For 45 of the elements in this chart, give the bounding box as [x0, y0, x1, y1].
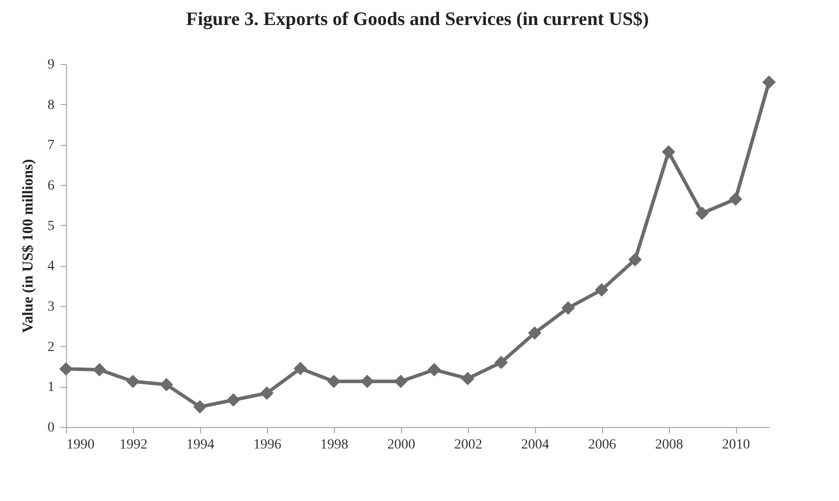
point: [528, 326, 542, 340]
y-tick-label: 7: [48, 138, 54, 154]
point: [59, 362, 73, 376]
point: [762, 75, 776, 89]
x-tick-label: 1990: [66, 438, 94, 452]
point: [226, 393, 240, 407]
point: [327, 374, 341, 388]
point: [695, 206, 709, 220]
x-tick-label: 1996: [253, 438, 282, 452]
x-tick-label: 1992: [119, 438, 148, 452]
x-tick-label: 2000: [387, 438, 416, 452]
point: [494, 356, 508, 370]
y-tick-label: 0: [48, 420, 54, 436]
point: [461, 372, 474, 386]
x-tick-label: 2004: [521, 438, 550, 452]
point: [160, 378, 174, 392]
point: [126, 374, 140, 388]
point: [662, 145, 676, 159]
point: [628, 252, 642, 266]
point: [394, 374, 408, 388]
x-tick-label: 1994: [186, 438, 214, 452]
y-tick-label: 2: [48, 340, 54, 355]
point: [193, 400, 207, 414]
x-tick-label: 2008: [655, 438, 684, 452]
y-tick-label: 5: [48, 218, 54, 234]
y-tick-label: 3: [48, 300, 54, 314]
y-axis-title: Value (in US$ 100 millions): [20, 159, 36, 333]
point: [728, 192, 742, 206]
y-tick-label: 9: [48, 58, 54, 72]
x-tick-label: 2010: [722, 438, 750, 452]
point: [594, 283, 608, 297]
x-tick-label: 2002: [454, 438, 482, 452]
point: [428, 363, 441, 376]
y-tick-label: 8: [48, 98, 54, 113]
point: [360, 374, 374, 388]
y-tick-label: 1: [48, 380, 54, 396]
y-tick-label: 4: [48, 259, 54, 274]
point: [92, 363, 106, 376]
x-tick-label: 1998: [320, 438, 348, 452]
point: [260, 386, 274, 400]
point: [561, 301, 575, 315]
chart-title: Figure 3. Exports of Goods and Services (in current US$): [186, 9, 649, 30]
x-tick-label: 2006: [588, 438, 616, 452]
point: [294, 362, 308, 376]
y-tick-label: 6: [48, 178, 54, 194]
